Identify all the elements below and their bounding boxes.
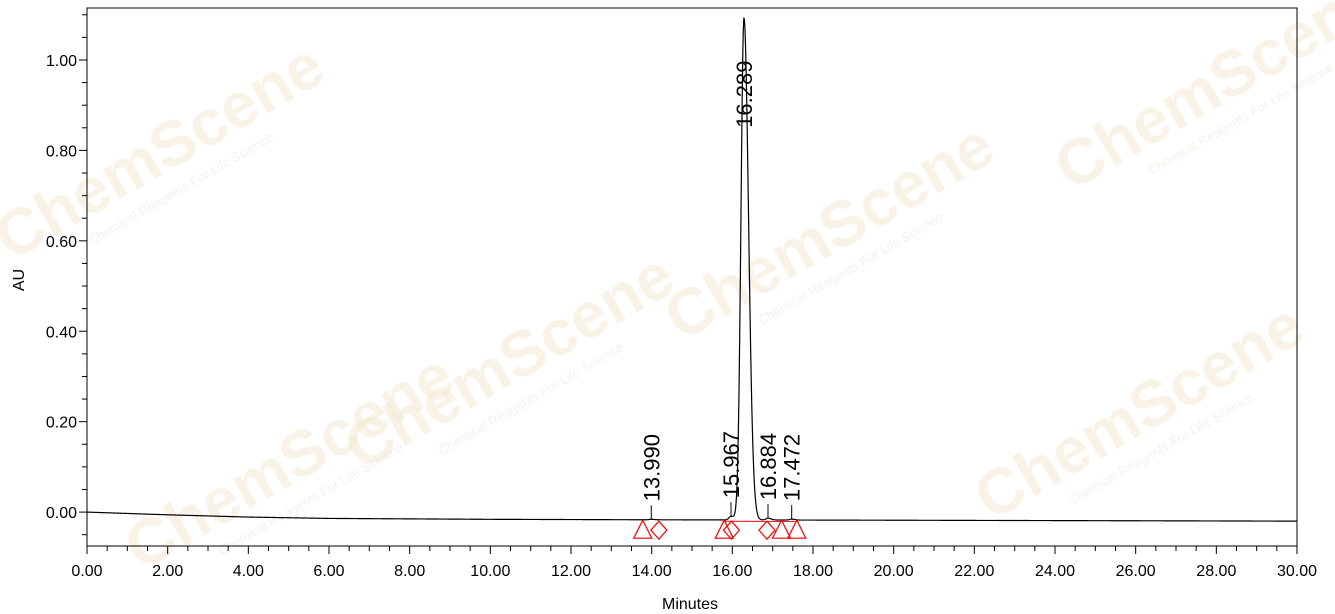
x-tick-label: 26.00	[1116, 563, 1156, 580]
x-tick-label: 18.00	[793, 563, 833, 580]
x-tick-label: 6.00	[313, 563, 344, 580]
y-tick-label: 0.00	[46, 505, 77, 522]
peak-end-marker	[722, 520, 741, 541]
y-axis-title: AU	[11, 269, 28, 291]
peak-label: 15.967	[719, 431, 744, 498]
peak-start-marker	[714, 518, 735, 539]
y-tick-label: 0.80	[46, 143, 77, 160]
x-tick-label: 0.00	[71, 563, 102, 580]
watermark-brand: ChemScene	[962, 288, 1315, 534]
x-tick-label: 30.00	[1277, 563, 1317, 580]
peak-label: 16.289	[732, 61, 757, 128]
watermark-brand: ChemScene	[652, 108, 1005, 354]
trace-layer	[86, 16, 1297, 522]
peak-label: 17.472	[780, 434, 805, 501]
y-axis: 0.00 0.20 0.40 0.60 0.80 1.00	[46, 14, 87, 536]
x-tick-label: 16.00	[712, 563, 752, 580]
x-tick-label: 24.00	[1035, 563, 1075, 580]
x-tick-label: 8.00	[394, 563, 425, 580]
watermark-brand: ChemScene	[1042, 0, 1335, 204]
x-tick-label: 2.00	[152, 563, 183, 580]
y-tick-label: 0.40	[46, 324, 77, 341]
y-tick-label: 0.60	[46, 234, 77, 251]
x-axis: 0.00 2.00 4.00 6.00 8.00 10.00 12.00 14.00 16.00…	[71, 546, 1317, 580]
x-tick-label: 28.00	[1196, 563, 1236, 580]
peak-start-marker	[786, 518, 807, 539]
integration-markers	[632, 518, 807, 541]
peak-end-marker	[758, 520, 776, 541]
y-tick-label: 0.20	[46, 415, 77, 432]
x-tick-label: 10.00	[470, 563, 510, 580]
peak-end-marker	[650, 520, 668, 541]
peak-start-marker	[771, 518, 792, 539]
y-tick-label: 1.00	[46, 53, 77, 70]
x-tick-label: 12.00	[551, 563, 591, 580]
x-tick-label: 14.00	[632, 563, 672, 580]
x-tick-label: 20.00	[874, 563, 914, 580]
peak-start-marker	[632, 518, 653, 539]
x-tick-label: 22.00	[954, 563, 994, 580]
chromatogram-trace	[86, 16, 1297, 522]
x-tick-label: 4.00	[233, 563, 264, 580]
peak-label: 16.884	[756, 433, 781, 500]
peak-label: 13.990	[639, 434, 664, 501]
x-axis-title: Minutes	[662, 596, 718, 613]
